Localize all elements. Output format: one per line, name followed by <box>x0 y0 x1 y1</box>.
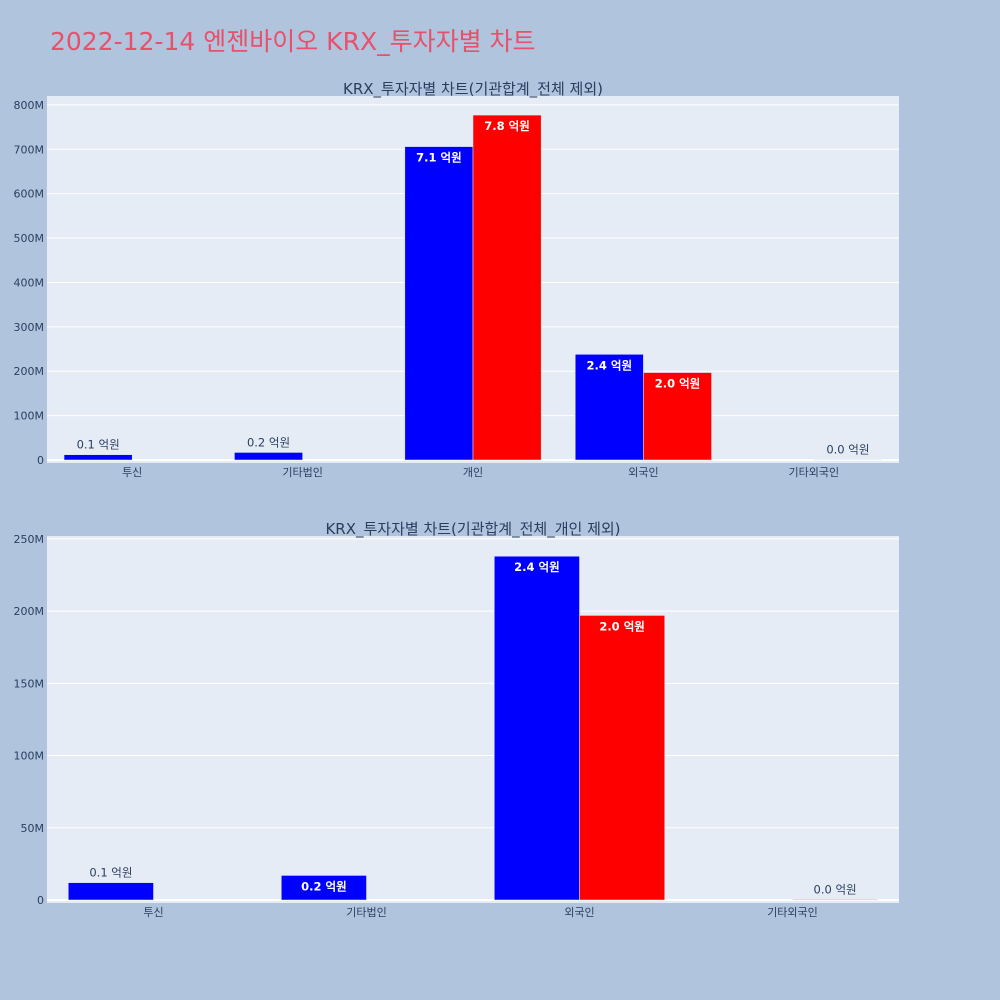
data-label: 2.4 억원 <box>587 358 633 372</box>
y-tick-label: 50M <box>21 822 45 835</box>
data-label: 0.2 억원 <box>301 879 347 893</box>
y-tick-label: 500M <box>14 232 45 245</box>
x-tick-label: 투신 <box>122 466 142 479</box>
bar <box>792 899 878 901</box>
bar <box>494 555 580 901</box>
page-title: 2022-12-14 엔젠바이오 KRX_투자자별 차트 <box>50 27 536 56</box>
bar <box>404 146 474 461</box>
chart-title: KRX_투자자별 차트(기관합계_전체_개인 제외) <box>325 520 620 539</box>
chart-title: KRX_투자자별 차트(기관합계_전체 제외) <box>343 80 603 99</box>
y-tick-label: 400M <box>14 276 45 289</box>
y-tick-label: 700M <box>14 143 45 156</box>
bar <box>574 354 644 461</box>
data-label: 2.0 억원 <box>599 619 645 633</box>
y-tick-label: 200M <box>14 365 45 378</box>
data-label: 0.0 억원 <box>814 882 857 896</box>
data-label: 2.0 억원 <box>655 377 701 391</box>
data-label: 0.0 억원 <box>826 443 869 457</box>
y-tick-label: 250M <box>14 533 45 546</box>
x-tick-label: 기타외국인 <box>788 466 839 479</box>
x-tick-label: 기타외국인 <box>767 906 818 919</box>
y-tick-label: 0 <box>37 894 44 907</box>
bar <box>234 452 303 461</box>
bar-chart-bottom: 0 50M 100M 150M 200M 250M KRX_투자자별 차트(기관합계_전체_… <box>14 520 899 919</box>
y-tick-label: 100M <box>14 410 45 423</box>
data-label: 7.1 억원 <box>416 151 462 165</box>
y-tick-label: 200M <box>14 605 45 618</box>
y-tick-label: 150M <box>14 677 45 690</box>
bar <box>63 454 133 461</box>
y-tick-label: 300M <box>14 321 45 334</box>
y-tick-label: 100M <box>14 750 45 763</box>
bar-chart-top: 0 100M 200M 300M 400M 500M 600M 700M 800M KRX_투자자… <box>14 80 899 479</box>
bar <box>281 875 367 901</box>
x-tick-label: 기타법인 <box>346 906 386 919</box>
y-tick-label: 800M <box>14 99 45 112</box>
x-tick-label: 외국인 <box>564 906 594 919</box>
x-tick-label: 개인 <box>463 466 483 479</box>
data-label: 0.1 억원 <box>77 438 120 452</box>
data-label: 0.1 억원 <box>89 866 132 880</box>
x-tick-label: 투신 <box>143 906 163 919</box>
plot-area <box>47 536 899 903</box>
bar <box>68 882 154 901</box>
y-tick-label: 0 <box>37 454 44 467</box>
data-label: 0.2 억원 <box>247 435 290 449</box>
bar <box>579 615 665 901</box>
bar <box>643 372 712 461</box>
bar <box>472 114 542 461</box>
x-tick-label: 기타법인 <box>282 466 322 479</box>
data-label: 7.8 억원 <box>484 119 530 133</box>
data-label: 2.4 억원 <box>514 560 560 574</box>
x-tick-label: 외국인 <box>628 466 658 479</box>
y-tick-label: 600M <box>14 188 45 201</box>
